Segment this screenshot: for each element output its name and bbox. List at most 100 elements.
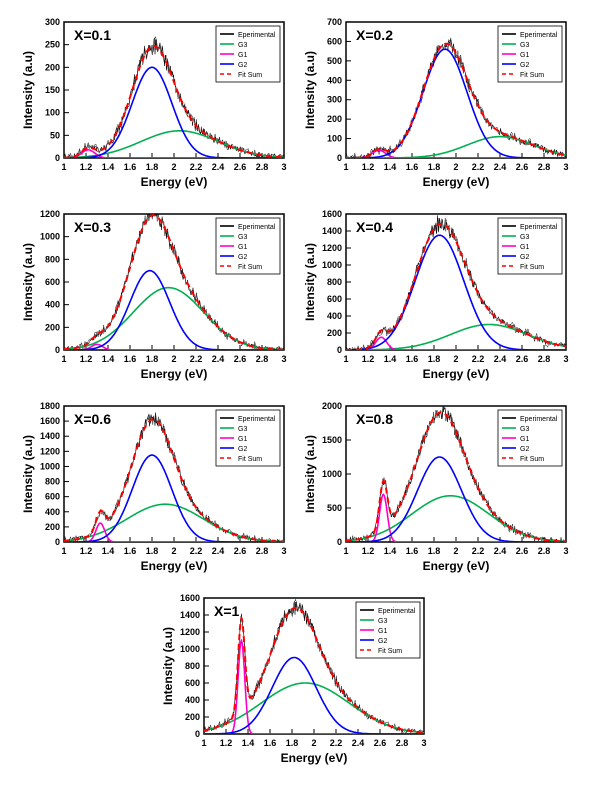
x-axis-label: Energy (eV): [423, 175, 490, 189]
x-tick-label: 2.2: [190, 162, 203, 172]
y-tick-label: 1600: [180, 593, 200, 603]
x-tick-label: 1: [61, 354, 66, 364]
y-tick-label: 800: [327, 277, 342, 287]
x-tick-label: 1.8: [286, 738, 299, 748]
legend-label-experimental: Eperimental: [238, 224, 276, 231]
x-tick-label: 1.4: [384, 546, 397, 556]
y-tick-label: 0: [337, 153, 342, 163]
x-tick-label: 2.8: [538, 546, 551, 556]
x-tick-label: 1.4: [102, 162, 115, 172]
x-tick-label: 1.4: [102, 546, 115, 556]
x-tick-label: 2.6: [234, 354, 247, 364]
x-tick-label: 3: [281, 354, 286, 364]
x-tick-label: 2.6: [516, 354, 529, 364]
x-tick-label: 2.8: [396, 738, 409, 748]
x-tick-label: 1: [61, 546, 66, 556]
x-tick-label: 1: [343, 546, 348, 556]
legend-label-g2: G2: [520, 446, 529, 453]
x-axis-label: Energy (eV): [141, 175, 208, 189]
x-tick-label: 1: [61, 162, 66, 172]
x-tick-label: 2.8: [256, 546, 269, 556]
y-axis-label: Intensity (a.u): [161, 627, 175, 705]
y-tick-label: 400: [327, 311, 342, 321]
y-tick-label: 200: [45, 522, 60, 532]
y-tick-label: 300: [327, 95, 342, 105]
y-axis-label: Intensity (a.u): [21, 435, 35, 513]
y-tick-label: 1000: [40, 461, 60, 471]
panel-p08: 11.21.41.61.822.22.42.62.830500100015002…: [302, 396, 572, 576]
legend-label-experimental: Eperimental: [238, 32, 276, 39]
x-tick-label: 1.8: [146, 162, 159, 172]
y-tick-label: 500: [327, 503, 342, 513]
y-axis-label: Intensity (a.u): [21, 51, 35, 129]
panel-p02: 11.21.41.61.822.22.42.62.830100200300400…: [302, 12, 572, 192]
y-tick-label: 1000: [180, 644, 200, 654]
y-tick-label: 1400: [322, 226, 342, 236]
legend-label-g3: G3: [238, 426, 247, 433]
y-tick-label: 0: [337, 345, 342, 355]
legend-label-g1: G1: [520, 244, 529, 251]
legend-label-g1: G1: [520, 436, 529, 443]
x-axis-label: Energy (eV): [423, 367, 490, 381]
panel-title: X=0.2: [356, 27, 393, 43]
x-tick-label: 1.6: [406, 546, 419, 556]
x-tick-label: 2.4: [494, 162, 507, 172]
y-tick-label: 400: [45, 300, 60, 310]
x-tick-label: 1.8: [146, 354, 159, 364]
figure-grid: 11.21.41.61.822.22.42.62.830501001502002…: [0, 0, 591, 809]
y-tick-label: 150: [45, 85, 60, 95]
legend-label-g3: G3: [520, 426, 529, 433]
legend-label-g2: G2: [238, 62, 247, 69]
y-tick-label: 600: [327, 36, 342, 46]
x-tick-label: 1.4: [384, 162, 397, 172]
x-tick-label: 1.8: [428, 354, 441, 364]
x-tick-label: 2.2: [190, 354, 203, 364]
y-tick-label: 600: [45, 277, 60, 287]
x-tick-label: 2.2: [190, 546, 203, 556]
legend-label-g2: G2: [520, 62, 529, 69]
y-tick-label: 1600: [40, 416, 60, 426]
y-tick-label: 800: [185, 661, 200, 671]
legend-label-g2: G2: [520, 254, 529, 261]
y-axis-label: Intensity (a.u): [21, 243, 35, 321]
x-tick-label: 2.2: [472, 354, 485, 364]
y-tick-label: 400: [45, 507, 60, 517]
x-tick-label: 3: [563, 162, 568, 172]
legend-label-g1: G1: [238, 52, 247, 59]
y-tick-label: 600: [45, 492, 60, 502]
panel-title: X=1: [214, 603, 240, 619]
x-tick-label: 2.4: [352, 738, 365, 748]
y-tick-label: 1200: [322, 243, 342, 253]
panel-p01: 11.21.41.61.822.22.42.62.830501001502002…: [20, 12, 290, 192]
x-tick-label: 2.4: [212, 546, 225, 556]
y-tick-label: 400: [327, 75, 342, 85]
legend-label-experimental: Eperimental: [520, 32, 558, 39]
legend-label-fit_sum: Fit Sum: [238, 72, 262, 79]
x-tick-label: 2.6: [516, 162, 529, 172]
x-tick-label: 2: [311, 738, 316, 748]
x-tick-label: 2.6: [234, 546, 247, 556]
x-tick-label: 2.8: [256, 354, 269, 364]
x-tick-label: 1.4: [102, 354, 115, 364]
y-tick-label: 200: [45, 322, 60, 332]
y-tick-label: 2000: [322, 401, 342, 411]
legend-label-g3: G3: [520, 42, 529, 49]
x-tick-label: 2.6: [374, 738, 387, 748]
panel-p06: 11.21.41.61.822.22.42.62.830200400600800…: [20, 396, 290, 576]
panel-title: X=0.4: [356, 219, 393, 235]
x-tick-label: 2: [453, 162, 458, 172]
x-tick-label: 3: [563, 354, 568, 364]
y-tick-label: 1500: [322, 435, 342, 445]
legend-label-g3: G3: [378, 618, 387, 625]
x-tick-label: 1.2: [220, 738, 233, 748]
x-tick-label: 2.8: [256, 162, 269, 172]
legend-label-fit_sum: Fit Sum: [378, 648, 402, 655]
legend-label-experimental: Eperimental: [520, 416, 558, 423]
y-tick-label: 100: [327, 134, 342, 144]
panel-title: X=0.1: [74, 27, 111, 43]
x-tick-label: 2.2: [472, 162, 485, 172]
y-tick-label: 800: [45, 477, 60, 487]
x-tick-label: 3: [281, 162, 286, 172]
x-tick-label: 2: [171, 162, 176, 172]
legend-label-g1: G1: [238, 436, 247, 443]
